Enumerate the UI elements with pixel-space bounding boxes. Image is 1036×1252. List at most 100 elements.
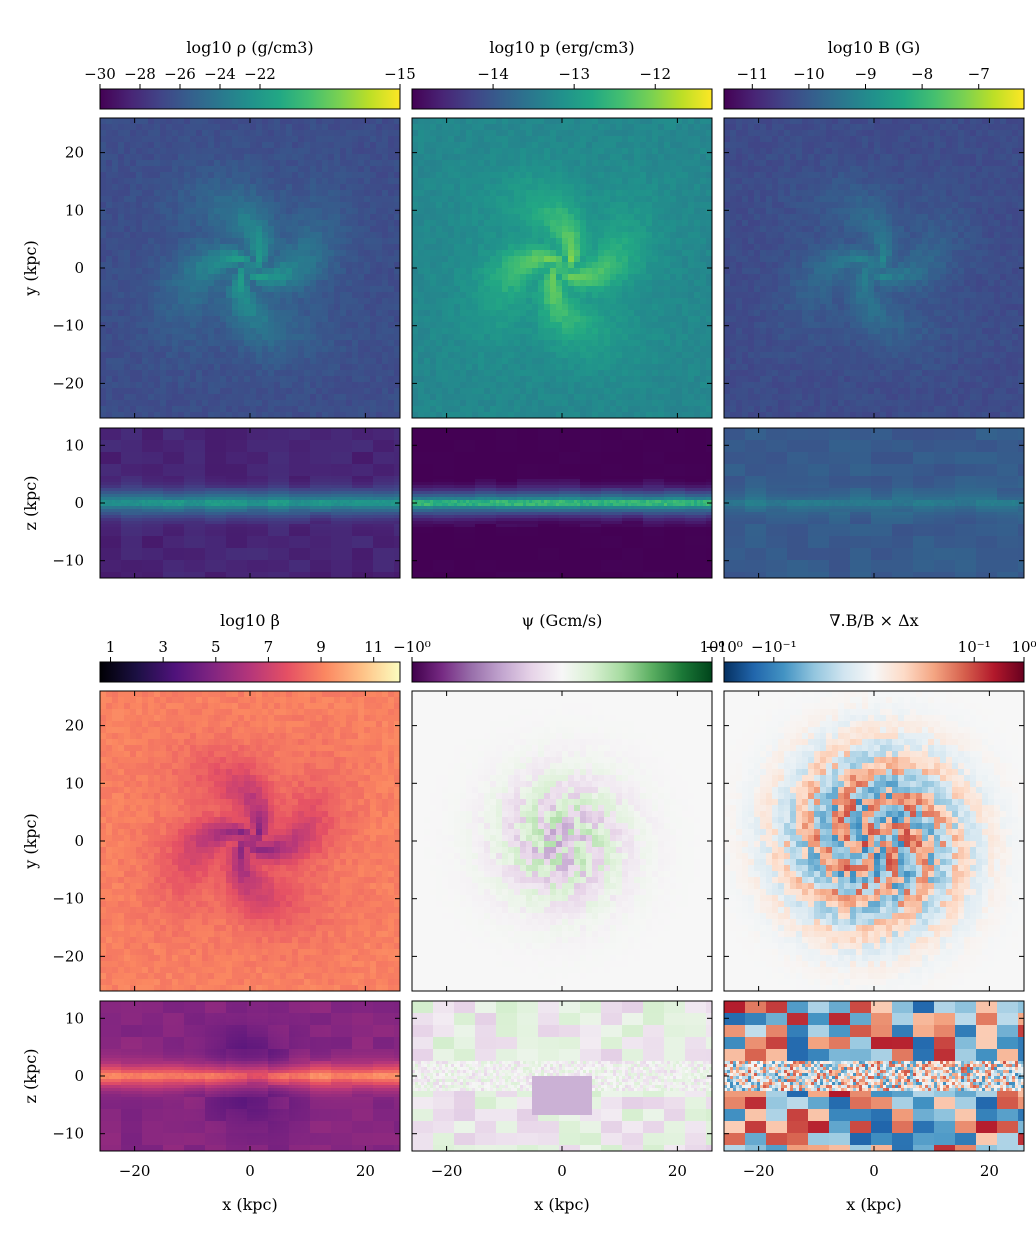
faceon-cell bbox=[220, 298, 226, 304]
edgeon-cell bbox=[148, 515, 151, 518]
faceon-cell bbox=[232, 286, 238, 292]
faceon-cell bbox=[286, 172, 292, 178]
edgeon-cell bbox=[160, 458, 163, 461]
edgeon-cell bbox=[217, 479, 220, 482]
edgeon-cell bbox=[187, 431, 190, 434]
faceon-cell bbox=[238, 208, 244, 214]
faceon-cell bbox=[142, 394, 148, 400]
edgeon-cell bbox=[220, 572, 223, 575]
edgeon-cell bbox=[184, 470, 187, 473]
faceon-cell bbox=[346, 154, 352, 160]
edgeon-cell bbox=[127, 551, 130, 554]
faceon-cell bbox=[370, 322, 376, 328]
faceon-cell bbox=[238, 346, 244, 352]
faceon-cell bbox=[250, 178, 256, 184]
faceon-cell bbox=[184, 172, 190, 178]
faceon-cell bbox=[214, 328, 220, 334]
faceon-cell bbox=[112, 304, 118, 310]
edgeon-cell bbox=[136, 443, 139, 446]
faceon-cell bbox=[136, 400, 142, 406]
edgeon-cell bbox=[106, 437, 109, 440]
edgeon-cell bbox=[115, 470, 118, 473]
faceon-cell bbox=[208, 118, 214, 124]
faceon-cell bbox=[376, 274, 382, 280]
edgeon-cell bbox=[220, 494, 223, 497]
faceon-cell bbox=[310, 196, 316, 202]
edgeon-cell bbox=[223, 563, 226, 566]
faceon-cell bbox=[202, 136, 208, 142]
edgeon-cell bbox=[211, 533, 214, 536]
faceon-cell bbox=[382, 142, 388, 148]
edgeon-cell bbox=[211, 449, 214, 452]
edgeon-cell bbox=[106, 497, 109, 500]
faceon-cell bbox=[352, 328, 358, 334]
faceon-cell bbox=[334, 364, 340, 370]
edgeon-cell bbox=[235, 449, 238, 452]
edgeon-cell bbox=[145, 500, 148, 503]
edgeon-cell bbox=[163, 536, 166, 539]
edgeon-cell bbox=[166, 494, 169, 497]
edgeon-cell bbox=[190, 473, 193, 476]
faceon-cell bbox=[124, 190, 130, 196]
edgeon-cell bbox=[124, 473, 127, 476]
faceon-cell bbox=[280, 226, 286, 232]
faceon-cell bbox=[388, 244, 394, 250]
faceon-cell bbox=[298, 172, 304, 178]
faceon-cell bbox=[316, 178, 322, 184]
edgeon-cell bbox=[238, 449, 241, 452]
edgeon-cell bbox=[190, 500, 193, 503]
faceon-cell bbox=[280, 220, 286, 226]
faceon-cell bbox=[376, 376, 382, 382]
edgeon-cell bbox=[187, 449, 190, 452]
edgeon-cell bbox=[103, 527, 106, 530]
faceon-cell bbox=[214, 178, 220, 184]
faceon-cell bbox=[238, 274, 244, 280]
faceon-cell bbox=[196, 178, 202, 184]
edgeon-cell bbox=[109, 518, 112, 521]
faceon-cell bbox=[310, 124, 316, 130]
edgeon-cell bbox=[148, 467, 151, 470]
edgeon-cell bbox=[145, 446, 148, 449]
edgeon-cell bbox=[145, 548, 148, 551]
faceon-cell bbox=[202, 154, 208, 160]
edgeon-cell bbox=[205, 458, 208, 461]
edgeon-cell bbox=[226, 443, 229, 446]
edgeon-cell bbox=[166, 443, 169, 446]
faceon-cell bbox=[232, 166, 238, 172]
faceon-cell bbox=[322, 274, 328, 280]
edgeon-cell bbox=[151, 515, 154, 518]
faceon-cell bbox=[340, 202, 346, 208]
edgeon-cell bbox=[112, 551, 115, 554]
edgeon-cell bbox=[145, 467, 148, 470]
faceon-cell bbox=[136, 250, 142, 256]
edgeon-cell bbox=[169, 536, 172, 539]
faceon-cell bbox=[244, 358, 250, 364]
edgeon-cell bbox=[214, 557, 217, 560]
edgeon-cell bbox=[142, 560, 145, 563]
faceon-cell bbox=[346, 394, 352, 400]
faceon-cell bbox=[130, 214, 136, 220]
faceon-cell bbox=[166, 178, 172, 184]
edgeon-cell bbox=[133, 554, 136, 557]
edgeon-cell bbox=[232, 482, 235, 485]
edgeon-cell bbox=[163, 443, 166, 446]
faceon-cell bbox=[274, 256, 280, 262]
edgeon-cell bbox=[118, 560, 121, 563]
edgeon-cell bbox=[214, 524, 217, 527]
faceon-cell bbox=[178, 412, 184, 418]
faceon-cell bbox=[136, 232, 142, 238]
edgeon-cell bbox=[103, 497, 106, 500]
faceon-cell bbox=[244, 178, 250, 184]
edgeon-cell bbox=[160, 566, 163, 569]
faceon-cell bbox=[214, 268, 220, 274]
faceon-cell bbox=[190, 166, 196, 172]
faceon-cell bbox=[226, 208, 232, 214]
edgeon-cell bbox=[151, 482, 154, 485]
faceon-cell bbox=[292, 316, 298, 322]
edgeon-cell bbox=[157, 521, 160, 524]
faceon-cell bbox=[274, 202, 280, 208]
edgeon-cell bbox=[172, 527, 175, 530]
edgeon-cell bbox=[178, 434, 181, 437]
faceon-cell bbox=[172, 250, 178, 256]
edgeon-cell bbox=[124, 485, 127, 488]
